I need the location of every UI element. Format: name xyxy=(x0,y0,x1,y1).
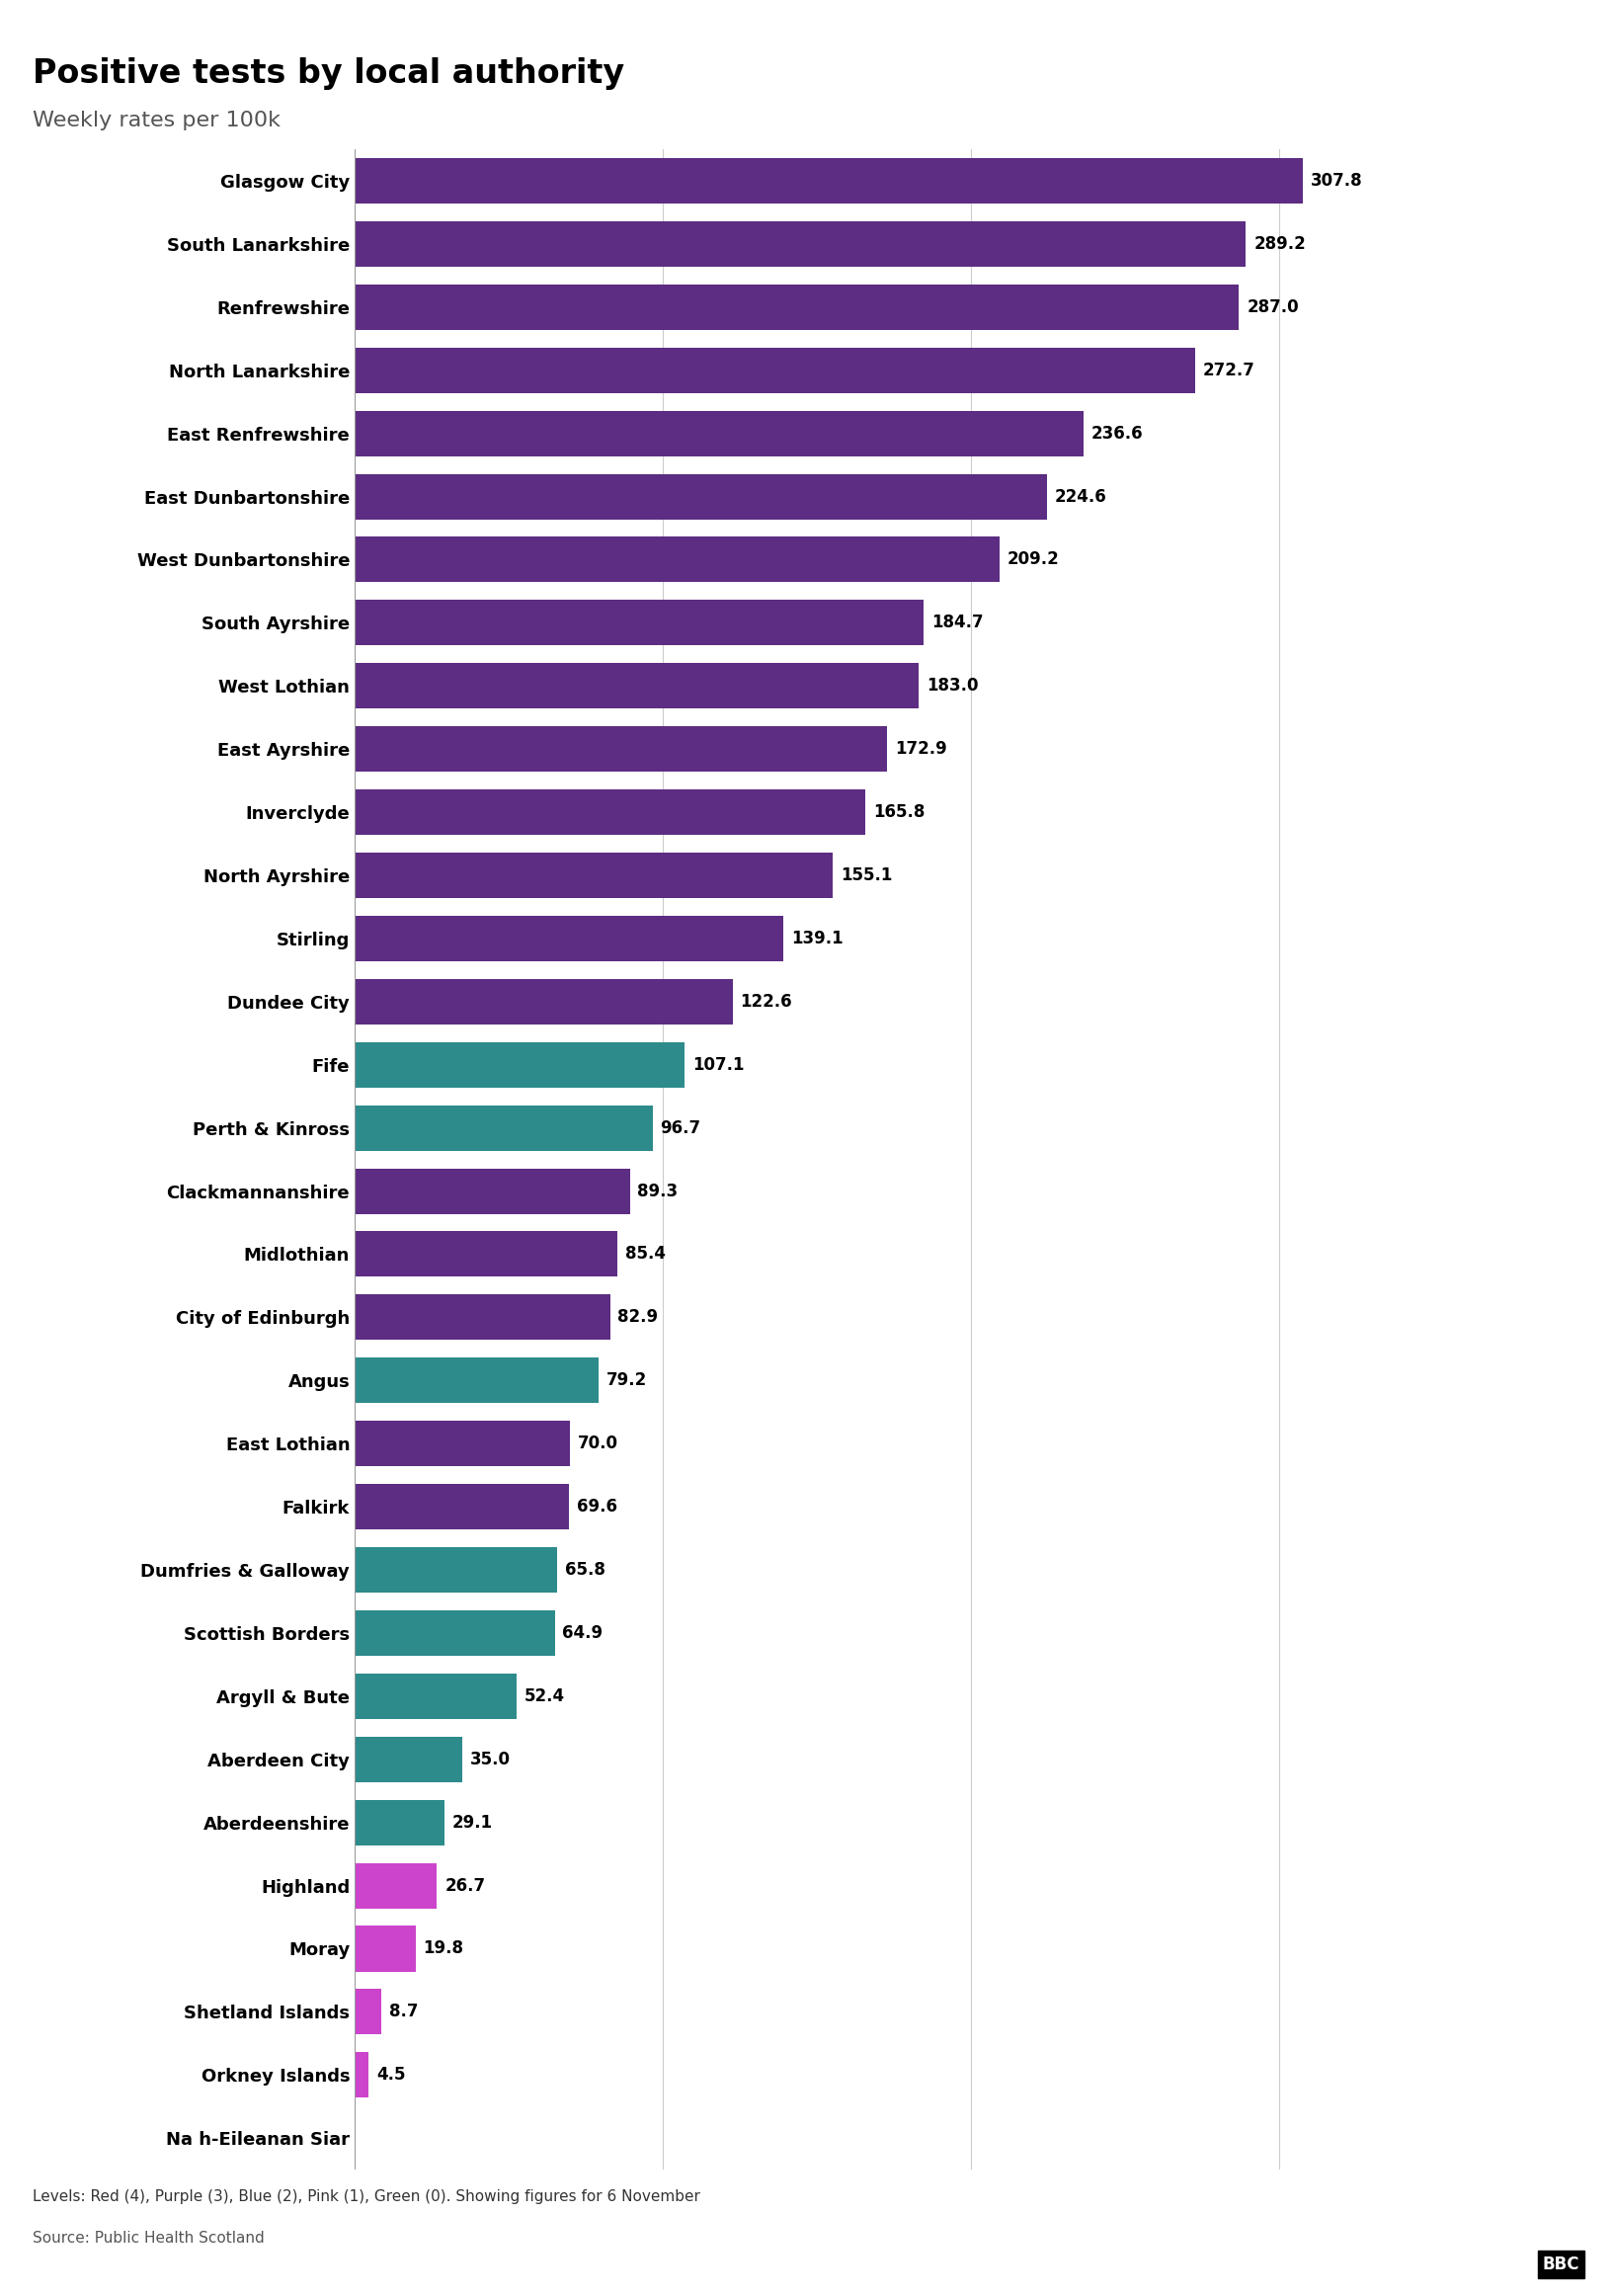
Text: 70.0: 70.0 xyxy=(579,1435,619,1453)
Bar xyxy=(355,599,924,645)
Text: Source: Public Health Scotland: Source: Public Health Scotland xyxy=(32,2232,264,2245)
Text: 272.7: 272.7 xyxy=(1203,360,1256,379)
Text: 96.7: 96.7 xyxy=(661,1118,701,1137)
Bar xyxy=(355,1548,558,1593)
Bar xyxy=(355,1042,685,1088)
Bar xyxy=(355,285,1240,331)
Bar xyxy=(355,1421,571,1467)
Text: 65.8: 65.8 xyxy=(566,1561,606,1580)
Bar xyxy=(355,347,1194,393)
Text: 183.0: 183.0 xyxy=(927,677,978,696)
Bar xyxy=(355,852,833,898)
Text: Levels: Red (4), Purple (3), Blue (2), Pink (1), Green (0). Showing figures for : Levels: Red (4), Purple (3), Blue (2), P… xyxy=(32,2190,700,2204)
Bar xyxy=(355,1104,653,1150)
Bar xyxy=(355,2053,369,2099)
Bar xyxy=(355,537,999,583)
Text: 287.0: 287.0 xyxy=(1246,298,1299,317)
Text: Weekly rates per 100k: Weekly rates per 100k xyxy=(32,110,280,131)
Bar xyxy=(355,411,1083,457)
Bar xyxy=(355,790,866,836)
Text: 52.4: 52.4 xyxy=(524,1688,564,1706)
Text: 122.6: 122.6 xyxy=(740,992,791,1010)
Text: 64.9: 64.9 xyxy=(563,1623,603,1642)
Text: 4.5: 4.5 xyxy=(376,2066,405,2085)
Text: 82.9: 82.9 xyxy=(617,1309,658,1327)
Bar xyxy=(355,664,919,709)
Text: 85.4: 85.4 xyxy=(625,1244,666,1263)
Text: 26.7: 26.7 xyxy=(445,1876,485,1894)
Bar xyxy=(355,1609,555,1655)
Text: 209.2: 209.2 xyxy=(1008,551,1059,569)
Text: BBC: BBC xyxy=(1543,2255,1580,2273)
Bar xyxy=(355,1800,445,1846)
Bar xyxy=(355,1169,630,1215)
Text: 35.0: 35.0 xyxy=(471,1750,511,1768)
Text: 79.2: 79.2 xyxy=(606,1371,646,1389)
Bar xyxy=(355,1674,516,1720)
Bar xyxy=(355,1736,463,1782)
Text: 8.7: 8.7 xyxy=(388,2002,418,2020)
Bar xyxy=(355,1295,609,1341)
Bar xyxy=(355,158,1302,204)
Text: Positive tests by local authority: Positive tests by local authority xyxy=(32,57,624,90)
Text: 89.3: 89.3 xyxy=(637,1182,679,1201)
Text: 69.6: 69.6 xyxy=(577,1497,617,1515)
Bar xyxy=(355,726,888,771)
Text: 165.8: 165.8 xyxy=(874,804,925,822)
Bar xyxy=(355,978,732,1024)
Bar xyxy=(355,1988,382,2034)
Bar xyxy=(355,220,1246,266)
Text: 289.2: 289.2 xyxy=(1254,234,1306,253)
Bar xyxy=(355,1862,437,1908)
Text: 184.7: 184.7 xyxy=(932,613,983,631)
Bar xyxy=(355,1231,617,1277)
Bar xyxy=(355,1483,569,1529)
Bar xyxy=(355,1926,416,1972)
Bar xyxy=(355,916,783,962)
Bar xyxy=(355,1357,598,1403)
Text: 29.1: 29.1 xyxy=(451,1814,493,1832)
Text: 172.9: 172.9 xyxy=(895,739,948,758)
Text: 155.1: 155.1 xyxy=(840,866,891,884)
Text: 224.6: 224.6 xyxy=(1054,487,1106,505)
Text: 236.6: 236.6 xyxy=(1091,425,1143,443)
Text: 107.1: 107.1 xyxy=(693,1056,745,1075)
Text: 19.8: 19.8 xyxy=(424,1940,464,1958)
Text: 307.8: 307.8 xyxy=(1311,172,1362,191)
Text: 139.1: 139.1 xyxy=(791,930,843,948)
Bar xyxy=(355,473,1046,519)
